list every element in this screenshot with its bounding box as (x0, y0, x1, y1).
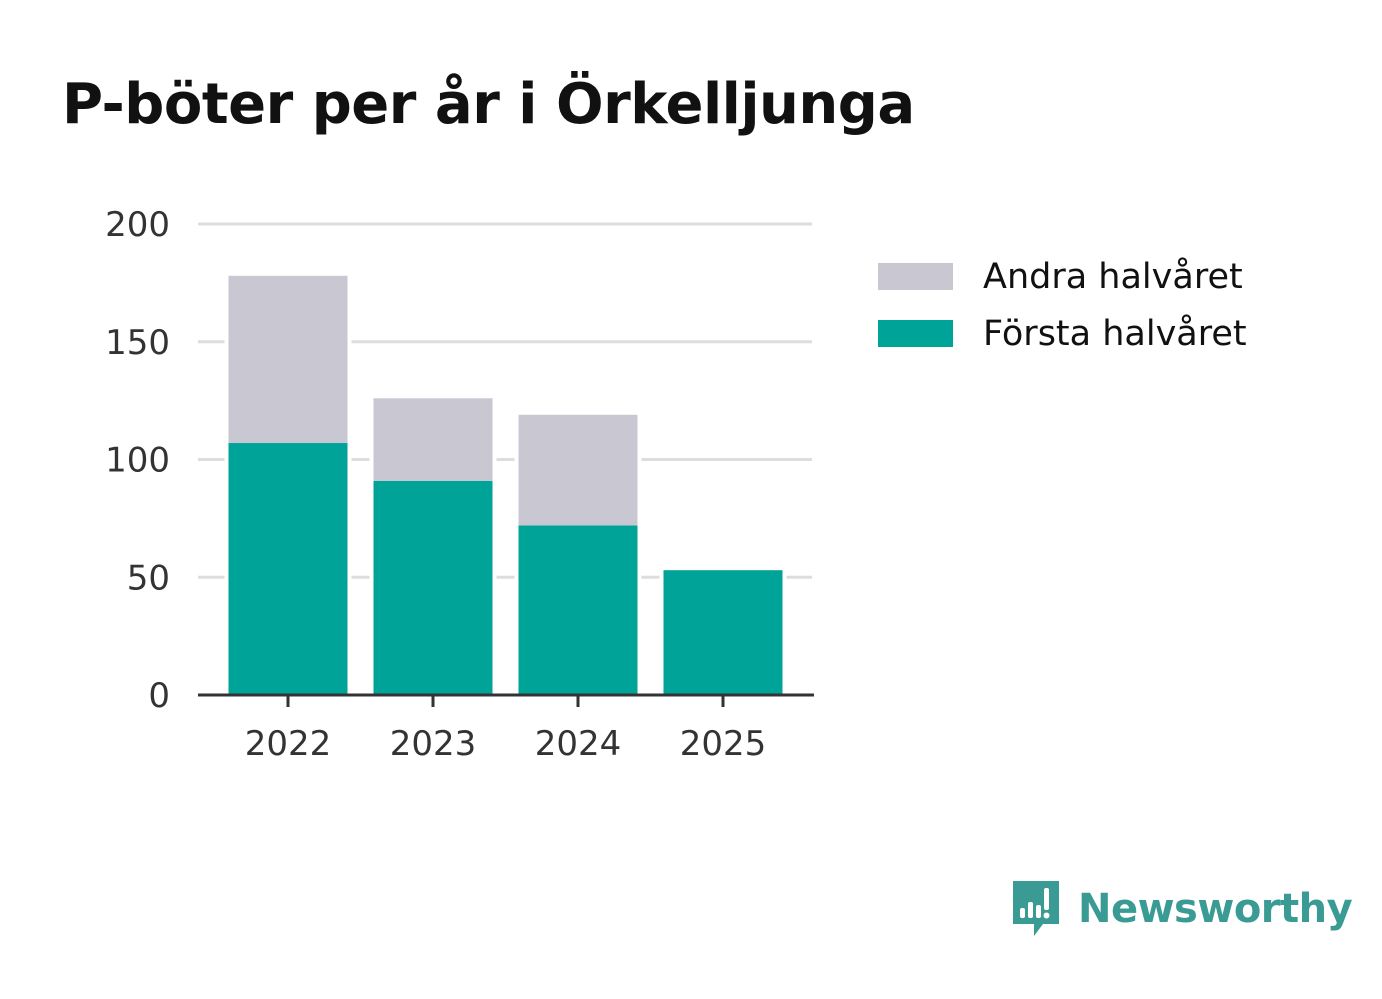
legend-item-andra: Andra halvåret (878, 248, 1247, 305)
bar-2024-forsta (518, 525, 638, 695)
brand-name: Newsworthy (1078, 886, 1353, 932)
chart-title: P-böter per år i Örkelljunga (62, 72, 915, 137)
y-tick-label-200: 200 (105, 205, 170, 245)
y-tick-label-100: 100 (105, 441, 170, 481)
legend-label-forsta: Första halvåret (983, 313, 1247, 354)
y-tick-label-0: 0 (148, 676, 170, 716)
y-tick-label-150: 150 (105, 323, 170, 363)
y-tick-label-50: 50 (127, 558, 170, 598)
stacked-bar-chart: 0 50 100 150 200 2022 2023 2024 2025 (105, 205, 814, 764)
brand: Newsworthy (1010, 878, 1353, 940)
bar-2023-andra (373, 398, 493, 481)
legend-label-andra: Andra halvåret (983, 256, 1243, 297)
legend-item-forsta: Första halvåret (878, 305, 1247, 362)
x-tick-label-2022: 2022 (245, 724, 332, 764)
x-tick-label-2023: 2023 (390, 724, 477, 764)
axes: 0 50 100 150 200 2022 2023 2024 2025 (105, 205, 814, 764)
legend-swatch-forsta (878, 320, 953, 347)
bar-2022-forsta (228, 443, 348, 695)
bars (224, 275, 787, 695)
x-tick-label-2024: 2024 (535, 724, 622, 764)
bar-2025-forsta (663, 570, 783, 695)
bar-2022-andra (228, 275, 348, 444)
x-tick-label-2025: 2025 (680, 724, 767, 764)
bar-2023-forsta (373, 480, 493, 695)
bar-2024-andra (518, 414, 638, 526)
legend: Andra halvåret Första halvåret (878, 248, 1247, 362)
legend-swatch-andra (878, 263, 953, 290)
newsworthy-logo-icon (1013, 881, 1059, 936)
